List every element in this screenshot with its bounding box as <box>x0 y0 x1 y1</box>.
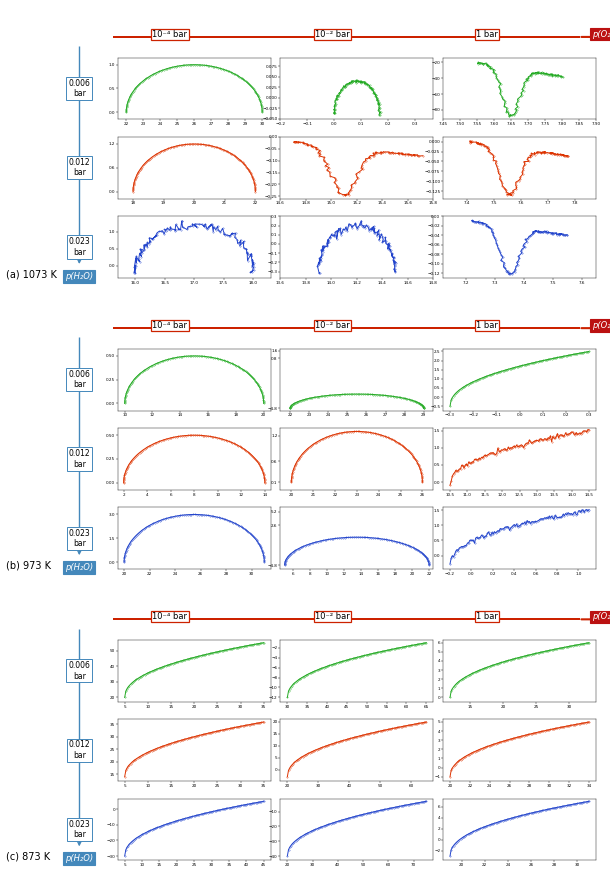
Text: 10⁻² bar: 10⁻² bar <box>315 321 350 330</box>
Text: 10⁻⁴ bar: 10⁻⁴ bar <box>152 612 187 621</box>
Text: p(H₂O): p(H₂O) <box>65 854 93 864</box>
Text: 1 bar: 1 bar <box>476 612 498 621</box>
Text: (a) 1073 K: (a) 1073 K <box>6 270 57 280</box>
Text: p(O₂): p(O₂) <box>592 321 610 330</box>
Text: 10⁻⁴ bar: 10⁻⁴ bar <box>152 30 187 39</box>
Text: 0.006
bar: 0.006 bar <box>68 370 90 390</box>
Text: 10⁻⁴ bar: 10⁻⁴ bar <box>152 321 187 330</box>
Text: 0.023
bar: 0.023 bar <box>68 820 90 840</box>
Text: 10⁻² bar: 10⁻² bar <box>315 30 350 39</box>
Text: 1 bar: 1 bar <box>476 321 498 330</box>
Text: 10⁻² bar: 10⁻² bar <box>315 612 350 621</box>
Text: p(H₂O): p(H₂O) <box>65 271 93 281</box>
Text: (c) 873 K: (c) 873 K <box>6 852 50 862</box>
Text: 1 bar: 1 bar <box>476 30 498 39</box>
Text: (b) 973 K: (b) 973 K <box>6 561 51 571</box>
Text: p(O₂): p(O₂) <box>592 612 610 621</box>
Text: 0.023
bar: 0.023 bar <box>68 529 90 548</box>
Text: 0.012
bar: 0.012 bar <box>68 740 90 760</box>
Text: p(H₂O): p(H₂O) <box>65 563 93 573</box>
Text: 0.012
bar: 0.012 bar <box>68 449 90 469</box>
Text: 0.006
bar: 0.006 bar <box>68 661 90 681</box>
Text: 0.012
bar: 0.012 bar <box>68 158 90 177</box>
Text: 0.006
bar: 0.006 bar <box>68 79 90 99</box>
Text: 0.023
bar: 0.023 bar <box>68 237 90 257</box>
Text: p(O₂): p(O₂) <box>592 30 610 39</box>
